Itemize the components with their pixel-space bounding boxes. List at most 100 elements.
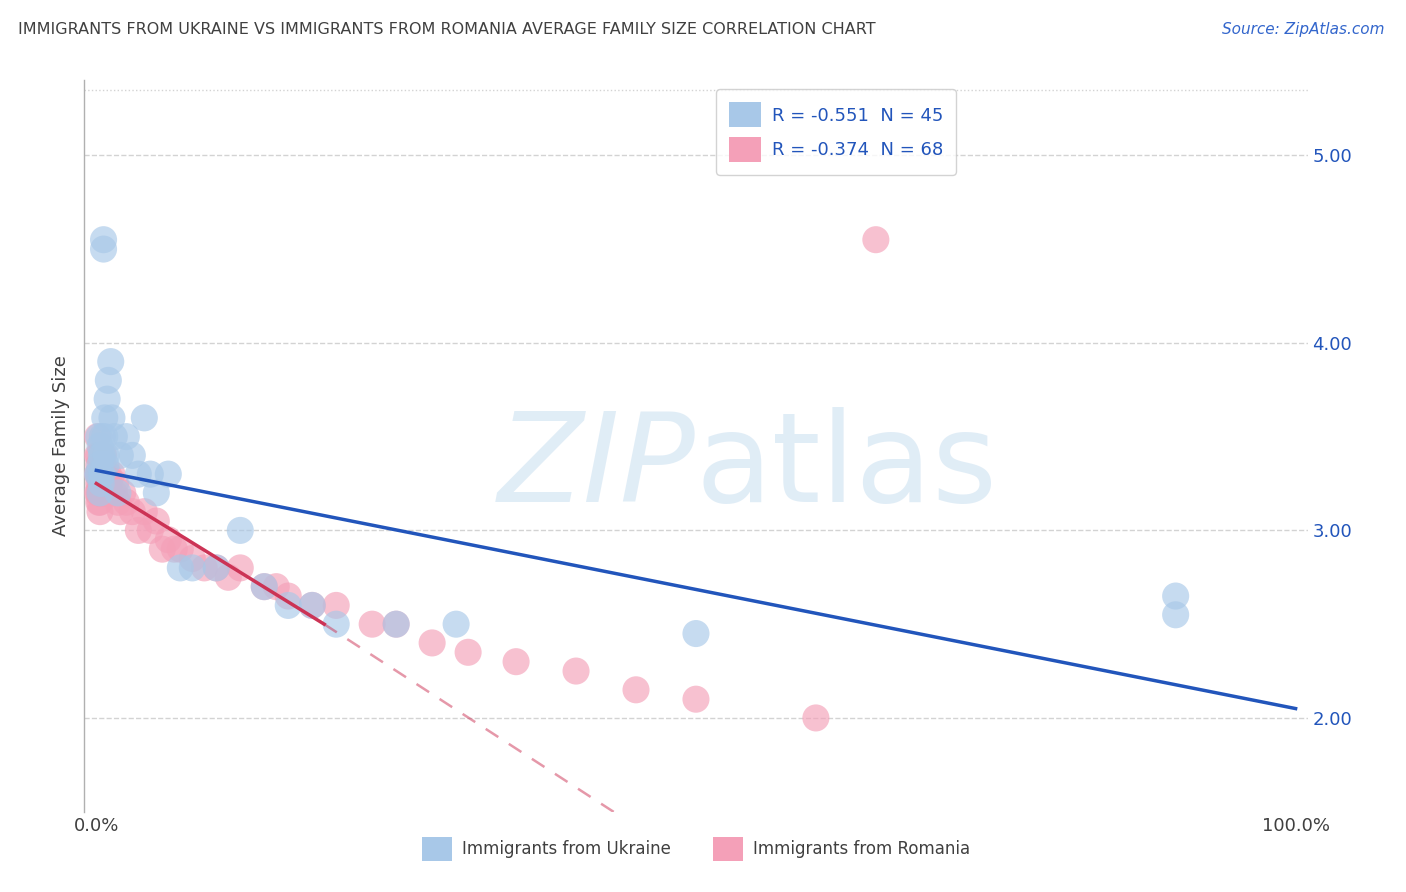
Point: [89, 439, 111, 453]
Point: [163, 542, 186, 557]
Point: [89, 495, 111, 509]
Point: [121, 505, 143, 519]
Point: [86, 486, 108, 500]
Point: [93, 429, 117, 443]
Point: [87, 429, 110, 443]
Point: [87, 467, 110, 482]
Point: [101, 410, 124, 425]
Point: [103, 429, 125, 443]
Point: [157, 467, 180, 482]
Point: [277, 599, 299, 613]
Point: [104, 476, 127, 491]
Point: [229, 524, 252, 538]
Point: [96, 392, 118, 406]
Point: [505, 655, 527, 669]
Point: [385, 617, 408, 632]
Point: [97, 467, 120, 482]
Point: [89, 486, 111, 500]
Point: [444, 617, 467, 632]
Point: [89, 458, 111, 472]
Point: [87, 467, 110, 482]
Point: [115, 495, 138, 509]
Point: [91, 429, 114, 443]
Point: [94, 467, 117, 482]
Point: [87, 449, 110, 463]
Point: [103, 486, 125, 500]
Point: [134, 410, 156, 425]
Point: [87, 458, 110, 472]
Point: [804, 711, 827, 725]
Point: [169, 561, 191, 575]
Y-axis label: Average Family Size: Average Family Size: [52, 356, 70, 536]
Point: [277, 589, 299, 603]
Point: [96, 486, 118, 500]
Point: [97, 373, 120, 387]
Point: [101, 467, 124, 482]
Point: [134, 505, 156, 519]
Point: [89, 476, 111, 491]
Point: [93, 486, 117, 500]
Point: [325, 599, 347, 613]
Point: [565, 664, 588, 678]
Point: [90, 467, 112, 482]
Point: [94, 458, 117, 472]
Point: [139, 467, 162, 482]
Point: [111, 486, 134, 500]
Point: [107, 486, 129, 500]
Point: [91, 458, 114, 472]
Point: [361, 617, 384, 632]
Legend: Immigrants from Ukraine, Immigrants from Romania: Immigrants from Ukraine, Immigrants from…: [413, 829, 979, 869]
Point: [90, 467, 112, 482]
Point: [93, 476, 115, 491]
Point: [145, 514, 167, 528]
Point: [90, 476, 112, 491]
Point: [301, 599, 323, 613]
Point: [94, 449, 117, 463]
Point: [87, 495, 110, 509]
Point: [93, 467, 117, 482]
Point: [1164, 607, 1187, 622]
Point: [93, 233, 115, 247]
Point: [93, 242, 115, 256]
Point: [87, 486, 110, 500]
Point: [193, 561, 215, 575]
Point: [385, 617, 408, 632]
Point: [157, 533, 180, 547]
Point: [115, 429, 138, 443]
Point: [100, 354, 122, 368]
Point: [150, 542, 173, 557]
Point: [253, 580, 276, 594]
Point: [90, 486, 112, 500]
Point: [420, 636, 443, 650]
Point: [91, 486, 114, 500]
Point: [110, 505, 132, 519]
Point: [89, 505, 111, 519]
Point: [86, 429, 108, 443]
Text: IMMIGRANTS FROM UKRAINE VS IMMIGRANTS FROM ROMANIA AVERAGE FAMILY SIZE CORRELATI: IMMIGRANTS FROM UKRAINE VS IMMIGRANTS FR…: [18, 22, 876, 37]
Point: [93, 449, 115, 463]
Point: [91, 467, 114, 482]
Point: [127, 524, 149, 538]
Point: [91, 449, 114, 463]
Point: [121, 449, 143, 463]
Point: [89, 486, 111, 500]
Point: [145, 486, 167, 500]
Point: [181, 551, 204, 566]
Point: [139, 524, 162, 538]
Point: [217, 570, 239, 584]
Point: [93, 410, 117, 425]
Point: [685, 626, 707, 640]
Point: [325, 617, 347, 632]
Point: [107, 495, 129, 509]
Point: [86, 449, 108, 463]
Point: [301, 599, 323, 613]
Point: [100, 486, 122, 500]
Point: [86, 467, 108, 482]
Point: [205, 561, 228, 575]
Point: [86, 467, 108, 482]
Text: Source: ZipAtlas.com: Source: ZipAtlas.com: [1222, 22, 1385, 37]
Point: [94, 476, 117, 491]
Point: [90, 476, 112, 491]
Point: [205, 561, 228, 575]
Point: [457, 645, 479, 659]
